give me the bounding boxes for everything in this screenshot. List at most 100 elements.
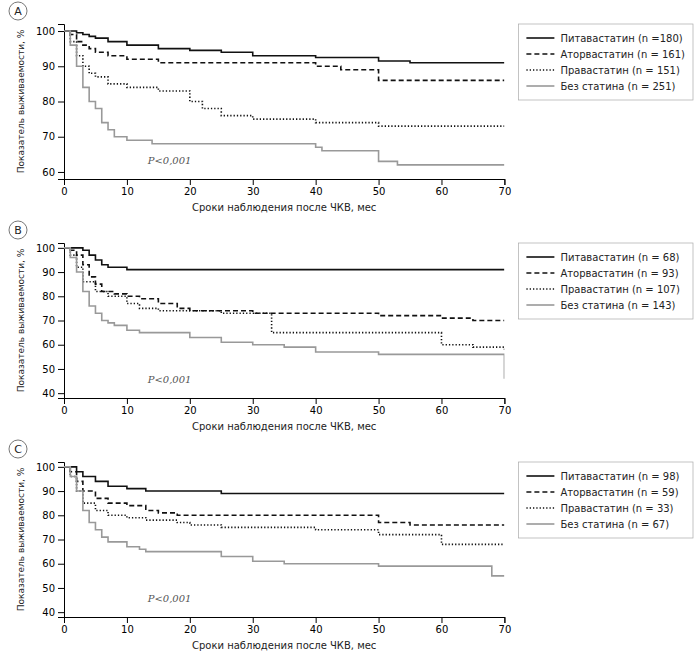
series-line <box>64 31 504 63</box>
tick-label: 60 <box>42 558 55 569</box>
tick-mark <box>58 66 64 67</box>
axis-line <box>58 25 65 180</box>
tick-mark <box>58 31 64 32</box>
plot: 01020304050607060708090100Сроки наблюден… <box>16 24 693 213</box>
x-axis: 010203040506070 <box>61 398 511 416</box>
tick-mark <box>253 179 254 185</box>
series-line <box>64 31 504 80</box>
tick-label: 40 <box>310 624 323 635</box>
tick-mark <box>504 617 505 623</box>
legend-swatch <box>526 491 554 493</box>
legend-item: Питавастатин (n =180) <box>526 33 682 44</box>
plot: 010203040506070405060708090100Сроки набл… <box>16 462 693 651</box>
legend-item: Правастатин (n = 33) <box>526 503 673 514</box>
tick-mark <box>316 398 317 404</box>
legend-label: Аторвастатин (n = 59) <box>560 487 678 498</box>
legend: Питавастатин (n = 98)Аторвастатин (n = 5… <box>518 462 693 538</box>
tick-label: 40 <box>310 186 323 197</box>
panel-label-circle <box>9 2 27 20</box>
series-line <box>64 248 504 270</box>
tick-label: 30 <box>247 624 260 635</box>
tick-label: 50 <box>373 186 386 197</box>
tick-label: 40 <box>42 607 55 618</box>
axis-line <box>58 244 65 399</box>
y-axis: 60708090100 <box>36 25 65 180</box>
axis-line <box>65 180 505 186</box>
tick-mark <box>58 248 64 249</box>
x-axis: 010203040506070 <box>61 179 511 197</box>
tick-label: 50 <box>373 624 386 635</box>
tick-mark <box>58 515 64 516</box>
tick-label: 0 <box>61 624 67 635</box>
y-axis-title: Показатель выживаемости, % <box>16 467 26 611</box>
lines <box>64 31 504 165</box>
tick: 60 <box>42 558 64 569</box>
tick-mark <box>58 467 64 468</box>
legend-label: Питавастатин (n = 68) <box>560 252 679 263</box>
legend-item: Правастатин (n = 151) <box>526 65 680 76</box>
series-line <box>64 467 504 576</box>
tick-label: 20 <box>184 624 197 635</box>
tick-label: 0 <box>61 405 67 416</box>
tick-mark <box>379 398 380 404</box>
tick-label: 80 <box>42 96 55 107</box>
tick-mark <box>58 393 64 394</box>
tick-label: 70 <box>42 315 55 326</box>
tick: 40 <box>42 388 64 399</box>
tick: 30 <box>247 617 260 635</box>
tick: 60 <box>436 398 449 416</box>
x-axis-title: Сроки наблюдения после ЧКВ, мес <box>192 640 376 651</box>
y-axis: 405060708090100 <box>36 462 65 618</box>
tick: 100 <box>36 462 64 473</box>
tick: 50 <box>42 583 64 594</box>
tick-label: 60 <box>436 624 449 635</box>
legend-label: Без статина (n = 143) <box>560 300 675 311</box>
x-axis: 010203040506070 <box>61 617 511 635</box>
tick: 80 <box>42 96 64 107</box>
panel: 010203040506070405060708090100Сроки набл… <box>9 221 693 432</box>
legend-swatch <box>526 256 554 258</box>
tick: 0 <box>61 398 67 416</box>
tick: 70 <box>499 179 512 197</box>
tick-mark <box>190 398 191 404</box>
tick-mark <box>58 491 64 492</box>
tick: 0 <box>61 617 67 635</box>
tick-label: 100 <box>36 462 55 473</box>
legend-item: Без статина (n = 143) <box>526 300 675 311</box>
panel: 010203040506070405060708090100Сроки набл… <box>9 440 693 651</box>
tick: 50 <box>373 398 386 416</box>
tick-mark <box>316 617 317 623</box>
tick: 60 <box>436 179 449 197</box>
tick-mark <box>379 179 380 185</box>
tick-label: 80 <box>42 510 55 521</box>
tick-label: 50 <box>42 583 55 594</box>
tick: 50 <box>373 617 386 635</box>
tick-label: 10 <box>121 624 134 635</box>
legend-swatch <box>526 272 554 274</box>
legend-swatch <box>526 304 554 306</box>
legend-frame <box>518 462 693 538</box>
legend-item: Аторвастатин (n = 161) <box>526 49 685 60</box>
lines <box>64 467 504 576</box>
tick-label: 90 <box>42 61 55 72</box>
legend-swatch <box>526 507 554 509</box>
panel-label: B <box>9 221 27 239</box>
series-line <box>64 467 504 525</box>
x-axis-title: Сроки наблюдения после ЧКВ, мес <box>192 202 376 213</box>
annotation: P<0,001 <box>147 593 192 604</box>
tick-mark <box>58 612 64 613</box>
tick: 10 <box>121 179 134 197</box>
legend-frame <box>518 24 693 100</box>
tick-mark <box>504 398 505 404</box>
chart: 01020304050607060708090100Сроки наблюден… <box>0 0 699 657</box>
tick-label: 30 <box>247 405 260 416</box>
tick-label: 70 <box>499 186 512 197</box>
tick-label: 70 <box>42 534 55 545</box>
tick: 70 <box>42 315 64 326</box>
tick-label: 40 <box>310 405 323 416</box>
legend-label: Без статина (n = 67) <box>560 519 669 530</box>
panel-label-text: A <box>14 5 22 18</box>
series-line <box>64 31 504 165</box>
tick-mark <box>253 617 254 623</box>
tick-mark <box>58 137 64 138</box>
